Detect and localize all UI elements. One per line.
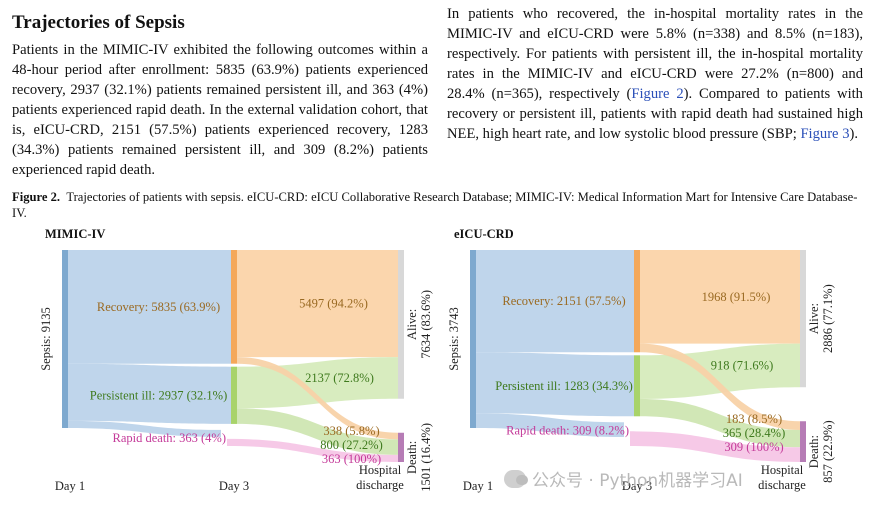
eicu-flow-sepsis-rapid	[476, 413, 624, 437]
eicu-chart-title: eICU-CRD	[454, 227, 514, 241]
mimic-stage-day1: Day 1	[55, 479, 85, 493]
right-paragraph-part-b: ). Compared to patients with recovery or…	[447, 86, 863, 142]
mimic-label-persistent: Persistent ill: 2937 (32.1%)	[90, 388, 228, 402]
eicu-node-sepsis	[470, 250, 476, 428]
mimic-stage-day3: Day 3	[219, 479, 249, 493]
eicu-node-persistent	[634, 355, 640, 417]
eicu-label-sepsis: Sepsis: 3743	[447, 307, 461, 371]
eicu-flow-sepsis-persistent	[476, 352, 634, 417]
mimic-label-death: Death:	[405, 441, 419, 474]
mimic-label-alive: Alive:	[405, 309, 419, 340]
mimic-node-persistent	[231, 366, 237, 424]
eicu-label-persistent: Persistent ill: 1283 (34.3%)	[495, 379, 633, 393]
mimic-node-sepsis	[62, 250, 68, 428]
eicu-label-link-rapid-death: 309 (100%)	[724, 440, 783, 454]
mimic-chart-title: MIMIC-IV	[45, 227, 105, 241]
mimic-label-recovery: Recovery: 5835 (63.9%)	[97, 300, 220, 314]
eicu-node-recovery	[634, 250, 640, 353]
mimic-flow-recovery-death	[237, 357, 398, 440]
figure-3-link[interactable]: Figure 3	[800, 126, 850, 142]
eicu-stage-day3: Day 3	[622, 479, 652, 493]
mimic-node-recovery	[231, 250, 237, 364]
eicu-label-death: Death:	[807, 435, 821, 468]
section-heading: Trajectories of Sepsis	[12, 12, 185, 33]
figure-caption: Figure 2. Trajectories of patients with …	[12, 190, 864, 221]
mimic-label-link-rapid-death: 363 (100%)	[322, 452, 381, 466]
eicu-label-rapid: Rapid death: 309 (8.2%)	[506, 423, 629, 437]
eicu-stage-day1: Day 1	[463, 479, 493, 493]
right-paragraph-part-c: ).	[849, 126, 859, 142]
wechat-icon	[504, 469, 528, 488]
eicu-label-alive: Alive:	[807, 303, 821, 334]
figure-caption-label: Figure 2.	[12, 190, 61, 204]
mimic-flow-sepsis-rapid	[68, 420, 221, 437]
eicu-label-link-persistent-alive: 918 (71.6%)	[711, 358, 774, 372]
eicu-flow-sepsis-recovery	[476, 250, 634, 353]
eicu-label-death-count: 857 (22.9%)	[821, 420, 835, 483]
eicu-stage-discharge: Hospital discharge	[758, 463, 806, 492]
mimic-stage-discharge: Hospital discharge	[356, 463, 404, 492]
mimic-label-link-persistent-alive: 2137 (72.8%)	[305, 371, 374, 385]
eicu-node-death	[800, 421, 806, 462]
mimic-label-alive-count: 7634 (83.6%)	[419, 290, 433, 359]
right-paragraph: In patients who recovered, the in-hospit…	[447, 4, 863, 144]
mimic-label-rapid: Rapid death: 363 (4%)	[112, 431, 226, 445]
mimic-label-death-count: 1501 (16.4%)	[419, 423, 433, 492]
mimic-flow-rapid-death	[227, 438, 398, 462]
right-column: In patients who recovered, the in-hospit…	[447, 4, 863, 144]
left-column: Trajectories of Sepsis Patients in the M…	[12, 8, 428, 180]
mimic-flow-sepsis-persistent	[68, 363, 231, 424]
eicu-flow-recovery-death	[640, 343, 800, 430]
mimic-node-alive	[398, 250, 404, 399]
left-paragraph: Patients in the MIMIC-IV exhibited the f…	[12, 42, 428, 178]
mimic-node-death	[398, 432, 404, 462]
mimic-flow-persistent-death	[237, 408, 398, 455]
figure-2-link[interactable]: Figure 2	[631, 86, 684, 102]
eicu-label-link-recovery-death: 183 (8.5%)	[726, 412, 782, 426]
mimic-label-link-persistent-death: 800 (27.2%)	[320, 438, 383, 452]
eicu-node-alive	[800, 250, 806, 388]
mimic-label-link-recovery-death: 338 (5.8%)	[323, 424, 379, 438]
watermark-text: 公众号 · Python机器学习AI	[532, 471, 743, 491]
watermark: 公众号 · Python机器学习AI	[504, 466, 743, 491]
eicu-label-link-recovery-alive: 1968 (91.5%)	[702, 290, 771, 304]
eicu-label-alive-count: 2886 (77.1%)	[821, 284, 835, 353]
eicu-flow-rapid-death	[630, 431, 800, 462]
mimic-label-sepsis: Sepsis: 9135	[39, 307, 53, 371]
eicu-flow-persistent-death	[640, 398, 800, 448]
mimic-flow-sepsis-recovery	[68, 250, 231, 364]
mimic-label-link-recovery-alive: 5497 (94.2%)	[299, 297, 368, 311]
right-paragraph-part-a: In patients who recovered, the in-hospit…	[447, 6, 863, 102]
mimic-flow-recovery-alive	[237, 250, 398, 358]
eicu-flow-recovery-alive	[640, 250, 800, 344]
figure-caption-text: Trajectories of patients with sepsis. eI…	[12, 190, 858, 220]
eicu-label-recovery: Recovery: 2151 (57.5%)	[502, 294, 625, 308]
eicu-label-link-persistent-death: 365 (28.4%)	[723, 426, 786, 440]
